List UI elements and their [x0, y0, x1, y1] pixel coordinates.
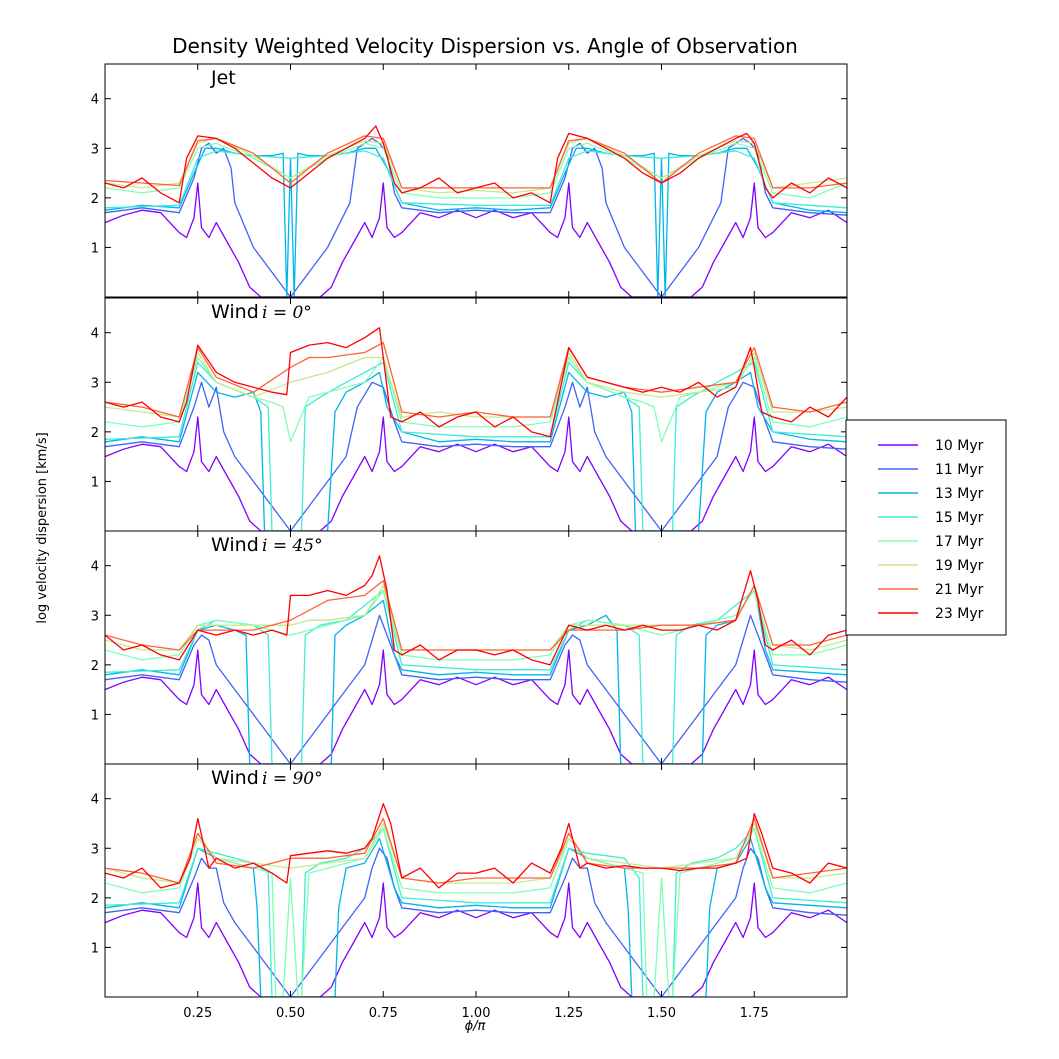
series-line-17-myr [105, 589, 847, 661]
series-line-15-myr [105, 827, 847, 997]
panel-frame [104, 297, 848, 532]
legend-label: 11 Myr [935, 462, 984, 478]
y-tick-label: 2 [91, 659, 99, 674]
y-tick-label: 2 [91, 892, 99, 907]
panel-1-series [105, 125, 847, 297]
panel-1: 1 2 3 4 Jet [91, 63, 848, 298]
y-tick-label: 1 [91, 241, 99, 256]
series-line-13-myr [105, 584, 847, 764]
series-line-23-myr [105, 327, 847, 438]
x-tick-label: 0.75 [369, 1006, 398, 1021]
series-line-19-myr [105, 584, 847, 651]
y-tick-label: 4 [91, 560, 99, 575]
legend-label: 10 Myr [935, 438, 984, 454]
series-line-23-myr [105, 803, 847, 889]
legend-label: 15 Myr [935, 510, 984, 526]
x-tick-label: 1.50 [647, 1006, 676, 1021]
series-line-10-myr [105, 182, 847, 297]
panel-2-series [105, 327, 847, 531]
panel-label: Wind [211, 534, 259, 556]
series-line-11-myr [105, 137, 847, 297]
x-tick-label: 1.25 [554, 1006, 583, 1021]
series-line-19-myr [105, 137, 847, 194]
panel-4: 1 2 3 4 Wind i = 90° [91, 763, 848, 998]
panel-frame [104, 763, 848, 998]
series-line-17-myr [105, 142, 847, 199]
series-line-11-myr [105, 847, 847, 997]
y-tick-label: 2 [91, 426, 99, 441]
series-line-11-myr [105, 381, 847, 531]
panel-label-math: i = 0° [262, 303, 312, 323]
y-tick-label: 3 [91, 842, 99, 857]
panel-3: 1 2 3 4 Wind i = 45° [91, 530, 848, 765]
x-tick-label: 0.25 [183, 1006, 212, 1021]
x-axis-label: ϕ/π [465, 1019, 486, 1034]
panel-3-series [105, 555, 847, 764]
legend-label: 13 Myr [935, 486, 984, 502]
panel-2: 1 2 3 4 Wind i = 0° [91, 297, 848, 532]
series-line-10-myr [105, 416, 847, 531]
panel-label-math: i = 90° [262, 769, 323, 789]
legend-label: 21 Myr [935, 582, 984, 598]
series-line-23-myr [105, 125, 847, 204]
series-line-17-myr [105, 356, 847, 443]
y-tick-label: 3 [91, 142, 99, 157]
y-tick-label: 3 [91, 376, 99, 391]
series-line-15-myr [105, 150, 847, 209]
series-line-10-myr [105, 649, 847, 764]
y-tick-label: 4 [91, 793, 99, 808]
x-tick-labels: 0.25 0.50 0.75 1.00 1.25 1.50 1.75 [183, 1006, 768, 1021]
y-axis-label: log velocity dispersion [km/s] [35, 432, 50, 623]
panel-label: Jet [210, 67, 236, 89]
x-tick-label: 0.50 [276, 1006, 305, 1021]
legend-items: 10 Myr 11 Myr 13 Myr 15 Myr 17 Myr 19 Myr 21 M… [878, 438, 984, 622]
panel-label-math: i = 45° [262, 536, 323, 556]
series-line-21-myr [105, 341, 847, 418]
panel-frame [104, 63, 848, 298]
series-line-13-myr [105, 371, 847, 531]
legend-box [845, 419, 1007, 636]
panel-frame [104, 530, 848, 765]
y-tick-label: 1 [91, 708, 99, 723]
series-line-19-myr [105, 351, 847, 418]
y-tick-label: 4 [91, 327, 99, 342]
y-tick-label: 1 [91, 941, 99, 956]
chart-title: Density Weighted Velocity Dispersion vs.… [172, 34, 798, 58]
series-line-23-myr [105, 555, 847, 666]
legend-label: 17 Myr [935, 534, 984, 550]
panel-label: Wind [211, 767, 259, 789]
series-line-10-myr [105, 882, 847, 997]
x-tick-label: 1.75 [740, 1006, 769, 1021]
y-tick-label: 3 [91, 609, 99, 624]
series-line-15-myr [105, 361, 847, 531]
legend-label: 23 Myr [935, 606, 984, 622]
panel-4-series [105, 803, 847, 997]
panel-label: Wind [211, 301, 259, 323]
legend-label: 19 Myr [935, 558, 984, 574]
series-line-11-myr [105, 614, 847, 764]
x-tick-label: 1.00 [462, 1006, 491, 1021]
y-tick-label: 4 [91, 93, 99, 108]
y-tick-label: 2 [91, 192, 99, 207]
y-tick-label: 1 [91, 475, 99, 490]
legend: 10 Myr 11 Myr 13 Myr 15 Myr 17 Myr 19 Myr 21 M… [845, 419, 1007, 636]
